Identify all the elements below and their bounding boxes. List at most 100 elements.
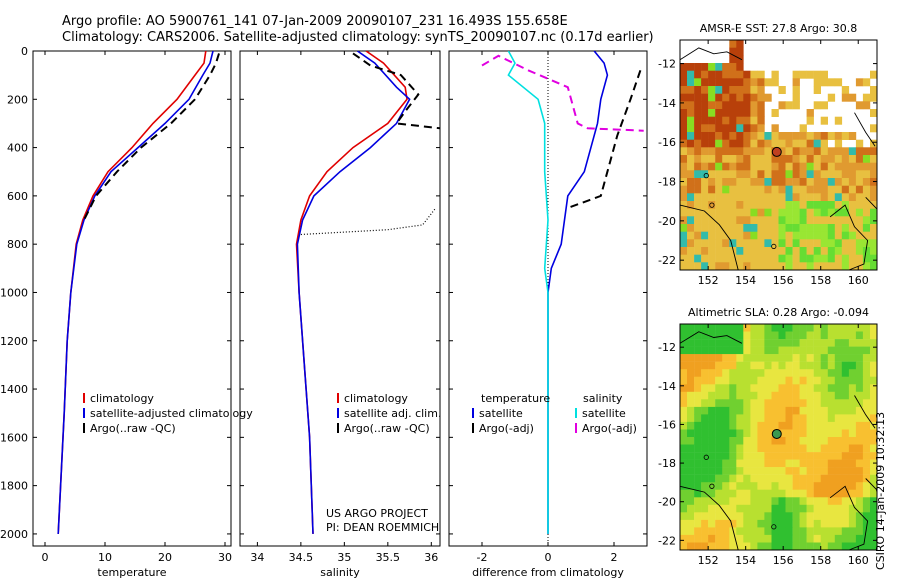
sst-map-cell — [771, 155, 779, 163]
sst-map-cell — [729, 109, 737, 117]
sla-map-cell — [680, 361, 688, 370]
sla-map-cell — [778, 421, 786, 430]
sst-map-cell — [834, 254, 843, 263]
sst-map-cell — [701, 231, 709, 240]
sst-map-cell — [680, 147, 688, 156]
sla-map-cell — [862, 399, 871, 408]
sla-map-cell — [771, 391, 779, 400]
sst-map-cell — [687, 78, 695, 87]
sst-map-cell — [834, 224, 843, 232]
sst-map-cell — [813, 224, 821, 232]
sst-map-cell — [813, 193, 821, 202]
sst-map-cell — [799, 155, 807, 163]
sla-map-cell — [757, 437, 765, 445]
sst-map-cell — [792, 216, 800, 225]
sla-map-cell — [785, 452, 793, 460]
sla-map-cell — [806, 452, 814, 460]
sst-map-cell — [764, 93, 772, 102]
sst-map-coastline — [679, 47, 743, 61]
sst-map-cell — [778, 162, 786, 171]
sla-map-cell — [785, 399, 793, 408]
sla-map-cell — [806, 459, 814, 468]
sst-map-cell — [806, 247, 814, 255]
sla-map-cell — [806, 504, 814, 513]
sst-map-cell — [862, 201, 871, 209]
sst-map-cell — [870, 224, 878, 232]
sst-map-cell — [715, 162, 723, 171]
sla-map-title: Altimetric SLA: 0.28 Argo: -0.094 — [688, 306, 869, 319]
sla-map-cell — [750, 512, 758, 521]
sla-map-cell — [827, 474, 836, 483]
sla-map-cell — [841, 346, 850, 355]
sla-map-cell — [841, 414, 850, 423]
sla-map-cell — [799, 497, 807, 506]
sla-map-cell — [729, 339, 737, 347]
sla-map-cell — [729, 534, 737, 543]
sla-map-cell — [722, 459, 730, 468]
sla-map-cell — [785, 497, 793, 506]
difference-legend-item-label: satellite — [582, 407, 626, 420]
sla-map-cell — [799, 444, 807, 453]
sst-map-cell — [806, 208, 814, 217]
sst-map-cell — [694, 254, 702, 263]
sla-map-cell — [750, 414, 758, 423]
sla-map-cell — [785, 444, 793, 453]
sst-map-cell — [771, 254, 779, 263]
sst-map-cell — [743, 78, 751, 87]
sla-map-cell — [708, 399, 716, 408]
sst-map-cell — [715, 239, 723, 248]
sst-map-cells — [680, 40, 878, 271]
sst-map-cell — [785, 208, 793, 217]
sla-map-cell — [701, 414, 709, 423]
sst-map-cell — [792, 239, 800, 248]
sst-map-cell — [736, 70, 744, 79]
sla-map-cell — [694, 421, 702, 430]
sla-map-cell — [694, 354, 702, 362]
sst-map-cell — [862, 239, 871, 248]
sst-map-cell — [694, 239, 702, 248]
sla-map-cell — [862, 369, 871, 377]
sla-map-cell — [813, 444, 821, 453]
salinity-legend-item-label: satellite adj. clim. — [344, 407, 441, 420]
sla-map-cell — [680, 452, 688, 460]
sst-map-cell — [862, 185, 871, 194]
sla-map-cell — [764, 346, 772, 355]
sst-map-cell — [848, 170, 857, 179]
sla-map-cell — [722, 369, 730, 377]
sla-map-cell — [687, 414, 695, 423]
sst-map-cell — [757, 155, 765, 163]
sla-map-cell — [736, 339, 744, 347]
sla-map-cell — [757, 324, 765, 332]
sst-map-cell — [799, 170, 807, 179]
sst-map-cell — [855, 178, 864, 186]
sla-map-cell — [848, 444, 857, 453]
sla-map-cell — [785, 354, 793, 362]
sst-map-cell — [792, 101, 800, 110]
sla-map-cell — [729, 354, 737, 362]
sla-map-cell — [799, 459, 807, 468]
sst-map-cell — [778, 254, 786, 263]
sla-map-cell — [806, 414, 814, 423]
sst-map-cell — [855, 254, 864, 263]
sla-map-reef — [771, 524, 777, 530]
difference-profile-xtick-label: 0 — [545, 551, 552, 564]
sst-map-cell — [687, 155, 695, 163]
sst-map-cell — [701, 224, 709, 232]
sla-map-cell — [806, 542, 814, 551]
sla-map-cell — [862, 324, 871, 332]
sla-map-cell — [778, 474, 786, 483]
sla-map-cell — [701, 331, 709, 340]
sla-map-cell — [827, 542, 836, 551]
sla-map-cell — [708, 391, 716, 400]
sst-map-cell — [757, 109, 765, 117]
sla-map-cell — [750, 444, 758, 453]
sla-map-cell — [694, 512, 702, 521]
sla-map-cell — [729, 391, 737, 400]
sla-map-cell — [694, 399, 702, 408]
sla-map-cell — [834, 324, 843, 332]
sst-map-cell — [743, 254, 751, 263]
sst-map-frame — [679, 39, 878, 271]
sla-map-cell — [855, 399, 864, 408]
sla-map-cell — [680, 527, 688, 536]
sla-map-cell — [870, 354, 878, 362]
